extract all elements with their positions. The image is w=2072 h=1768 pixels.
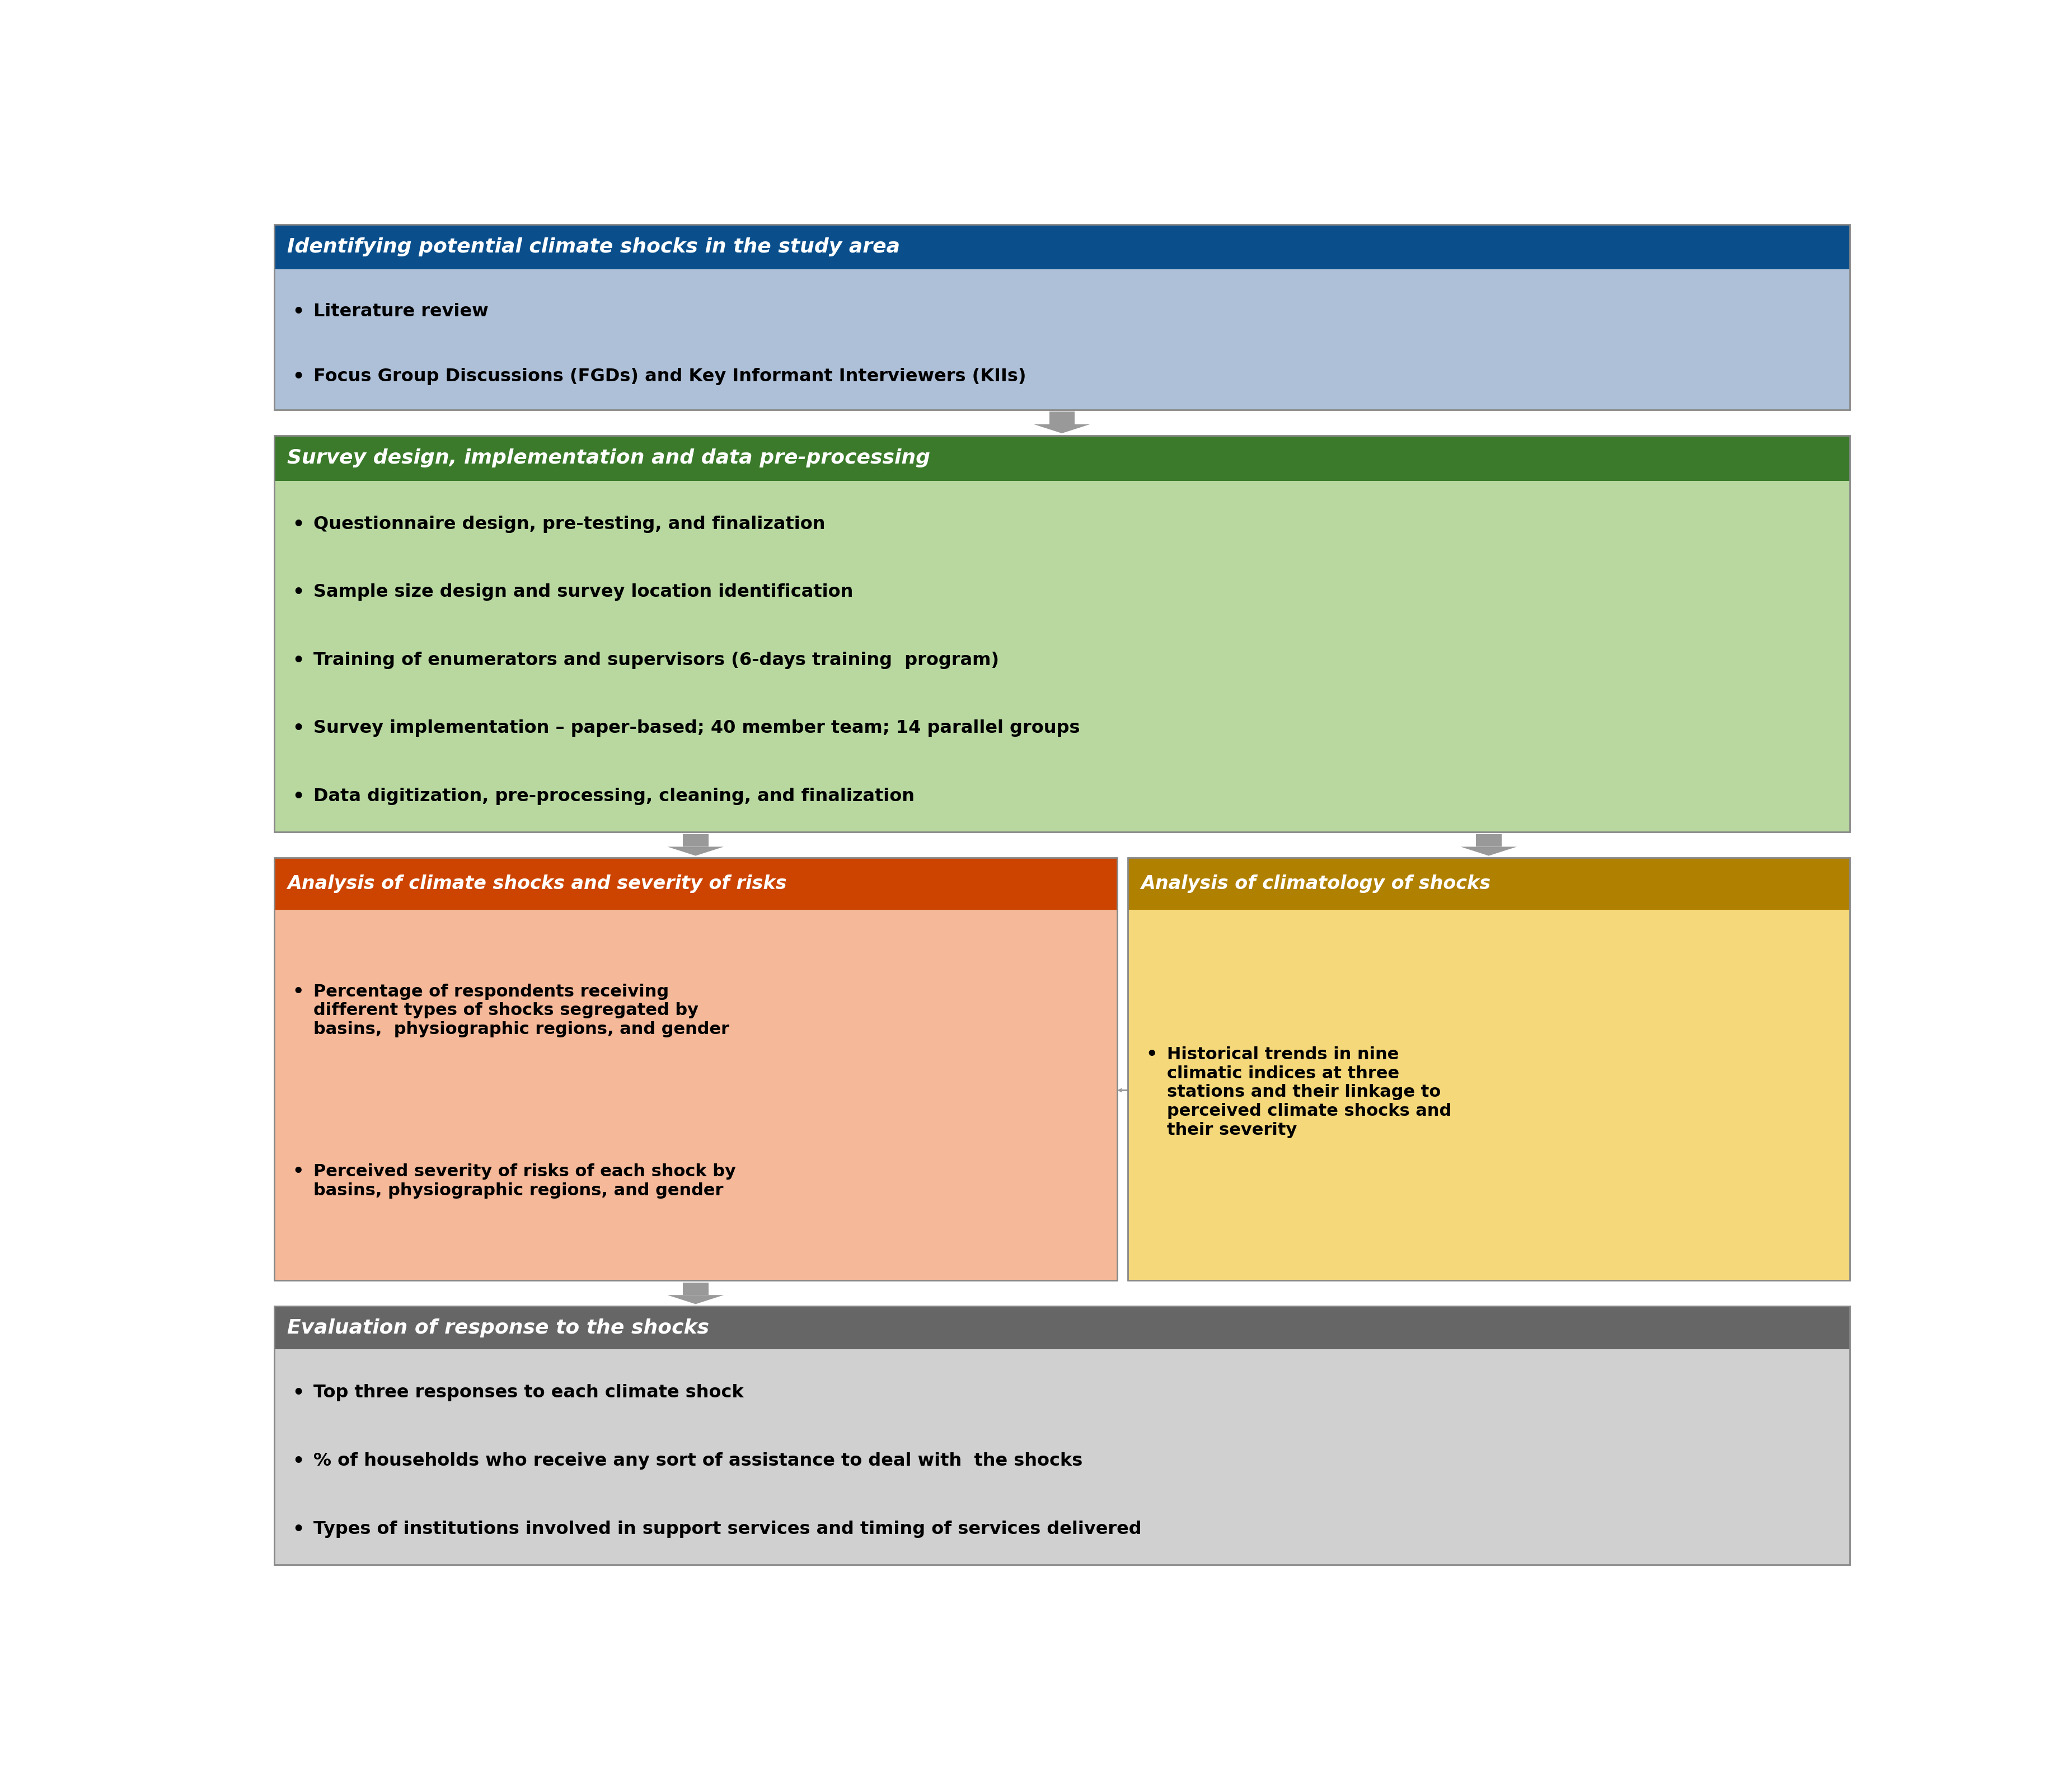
Text: •: • <box>292 302 305 322</box>
FancyBboxPatch shape <box>1127 911 1850 1280</box>
FancyBboxPatch shape <box>274 857 1117 911</box>
FancyBboxPatch shape <box>1127 857 1850 911</box>
FancyBboxPatch shape <box>1475 834 1502 847</box>
Polygon shape <box>667 847 723 856</box>
Text: •: • <box>292 514 305 534</box>
Text: Analysis of climatology of shocks: Analysis of climatology of shocks <box>1142 875 1490 893</box>
FancyBboxPatch shape <box>274 1307 1850 1349</box>
Text: % of households who receive any sort of assistance to deal with  the shocks: % of households who receive any sort of … <box>313 1452 1082 1469</box>
Text: •: • <box>292 1452 305 1471</box>
FancyBboxPatch shape <box>274 269 1850 410</box>
FancyBboxPatch shape <box>684 1282 709 1294</box>
Text: Sample size design and survey location identification: Sample size design and survey location i… <box>313 583 854 601</box>
Text: •: • <box>292 720 305 739</box>
Text: Focus Group Discussions (FGDs) and Key Informant Interviewers (KIIs): Focus Group Discussions (FGDs) and Key I… <box>313 368 1026 385</box>
Text: Percentage of respondents receiving
different types of shocks segregated by
basi: Percentage of respondents receiving diff… <box>313 983 729 1038</box>
Polygon shape <box>1034 424 1090 433</box>
FancyBboxPatch shape <box>274 1349 1850 1565</box>
Text: Identifying potential climate shocks in the study area: Identifying potential climate shocks in … <box>288 237 899 256</box>
Text: Evaluation of response to the shocks: Evaluation of response to the shocks <box>288 1319 709 1337</box>
FancyBboxPatch shape <box>1048 412 1075 424</box>
Text: Types of institutions involved in support services and timing of services delive: Types of institutions involved in suppor… <box>313 1520 1142 1538</box>
FancyBboxPatch shape <box>274 911 1117 1280</box>
Text: Survey implementation – paper-based; 40 member team; 14 parallel groups: Survey implementation – paper-based; 40 … <box>313 720 1080 737</box>
Text: Analysis of climate shocks and severity of risks: Analysis of climate shocks and severity … <box>288 875 787 893</box>
Text: •: • <box>292 983 305 1001</box>
Text: •: • <box>292 1384 305 1402</box>
Text: •: • <box>1146 1047 1158 1064</box>
Text: •: • <box>292 368 305 385</box>
Text: Survey design, implementation and data pre-processing: Survey design, implementation and data p… <box>288 449 930 467</box>
Text: •: • <box>292 583 305 601</box>
FancyBboxPatch shape <box>274 481 1850 833</box>
Text: •: • <box>292 789 305 806</box>
FancyBboxPatch shape <box>274 225 1850 269</box>
Text: Perceived severity of risks of each shock by
basins, physiographic regions, and : Perceived severity of risks of each shoc… <box>313 1163 736 1199</box>
FancyBboxPatch shape <box>684 834 709 847</box>
Text: Historical trends in nine
climatic indices at three
stations and their linkage t: Historical trends in nine climatic indic… <box>1167 1047 1450 1139</box>
Text: Top three responses to each climate shock: Top three responses to each climate shoc… <box>313 1384 744 1402</box>
Polygon shape <box>1117 1087 1121 1093</box>
Text: •: • <box>292 1163 305 1181</box>
Text: Questionnaire design, pre-testing, and finalization: Questionnaire design, pre-testing, and f… <box>313 514 825 532</box>
Text: Literature review: Literature review <box>313 302 489 320</box>
Text: Data digitization, pre-processing, cleaning, and finalization: Data digitization, pre-processing, clean… <box>313 789 914 804</box>
Polygon shape <box>667 1294 723 1305</box>
Polygon shape <box>1461 847 1517 856</box>
Text: Training of enumerators and supervisors (6-days training  program): Training of enumerators and supervisors … <box>313 652 999 668</box>
Text: •: • <box>292 652 305 670</box>
Text: •: • <box>292 1520 305 1538</box>
FancyBboxPatch shape <box>274 435 1850 481</box>
